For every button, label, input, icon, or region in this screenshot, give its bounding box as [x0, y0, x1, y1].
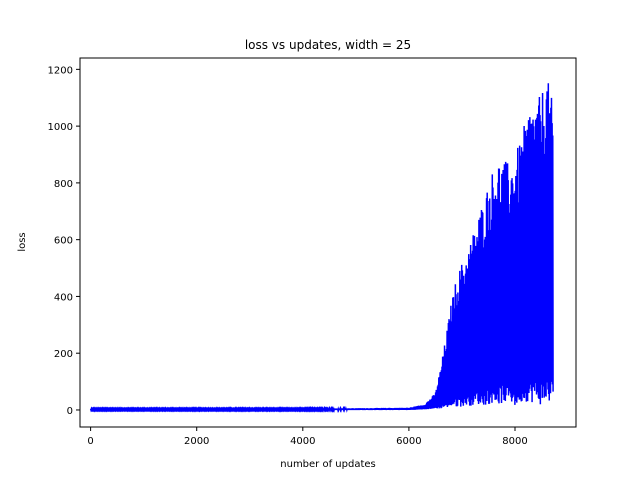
- plot-frame: [79, 57, 577, 428]
- x-tick-label: 8000: [502, 436, 527, 447]
- y-tick-label: 600: [54, 236, 73, 247]
- y-tick-label: 1000: [48, 122, 73, 133]
- y-tick-label: 0: [67, 406, 73, 417]
- y-axis-label: loss: [17, 232, 28, 251]
- chart-title: loss vs updates, width = 25: [245, 38, 411, 52]
- y-tick-label: 400: [54, 292, 73, 303]
- x-axis-label: number of updates: [280, 459, 375, 470]
- y-tick-label: 1200: [48, 65, 73, 76]
- y-axis: 0 200 400 600 800 1000 1200: [48, 65, 80, 417]
- x-tick-label: 2000: [184, 436, 209, 447]
- x-tick-label: 0: [87, 436, 93, 447]
- loss-series-line: [89, 83, 554, 413]
- x-tick-label: 4000: [290, 436, 315, 447]
- x-axis: 0 2000 4000 6000 8000: [87, 427, 528, 447]
- y-tick-label: 200: [54, 349, 73, 360]
- y-tick-label: 800: [54, 179, 73, 190]
- plot-area: [89, 83, 554, 413]
- x-tick-label: 6000: [396, 436, 421, 447]
